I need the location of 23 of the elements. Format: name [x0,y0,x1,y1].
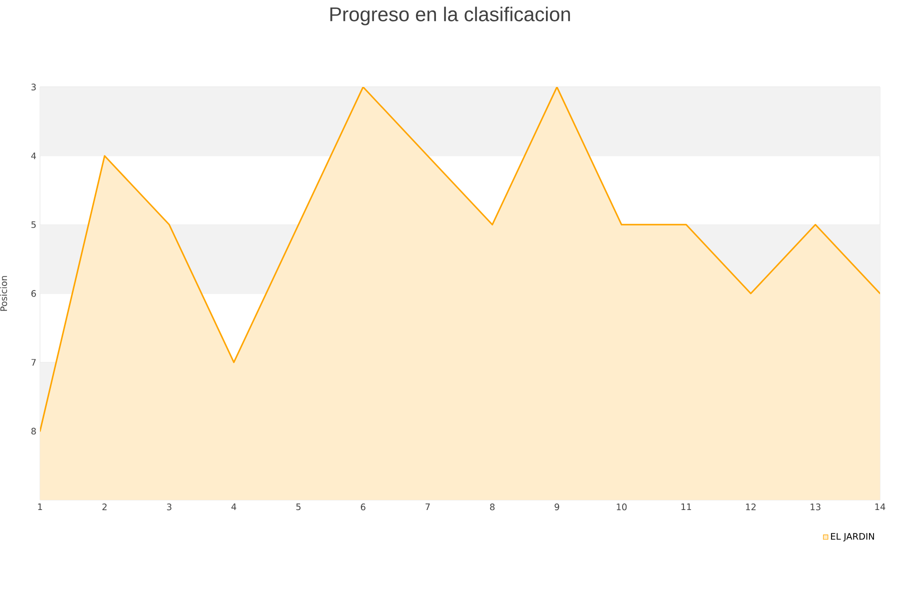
x-tick-label: 1 [38,504,42,510]
x-tick-label: 3 [167,504,172,510]
x-tick-label: 5 [296,504,301,510]
y-tick-label: 3 [31,84,36,90]
y-tick-label: 8 [31,428,36,435]
x-tick-label: 2 [102,504,107,510]
x-tick-label: 6 [360,504,366,510]
x-tick-label: 12 [746,504,756,510]
x-tick-label: 8 [490,504,495,510]
y-tick-label: 4 [31,152,36,160]
x-tick-label: 13 [810,504,820,510]
x-tick-label: 11 [681,504,692,510]
legend-label: EL JARDIN [831,533,874,542]
y-tick-label: 6 [31,290,36,297]
x-tick-label: 10 [616,504,627,510]
y-tick-label: 5 [31,221,36,228]
x-tick-label: 9 [554,504,560,510]
chart-title: Progreso en la clasificacion [330,6,570,26]
y-axis-title: Posicion [0,276,8,311]
x-tick-label: 7 [426,504,430,510]
x-tick-label: 4 [231,504,236,510]
y-tick-label: 7 [32,359,36,366]
x-tick-label: 14 [875,504,886,510]
